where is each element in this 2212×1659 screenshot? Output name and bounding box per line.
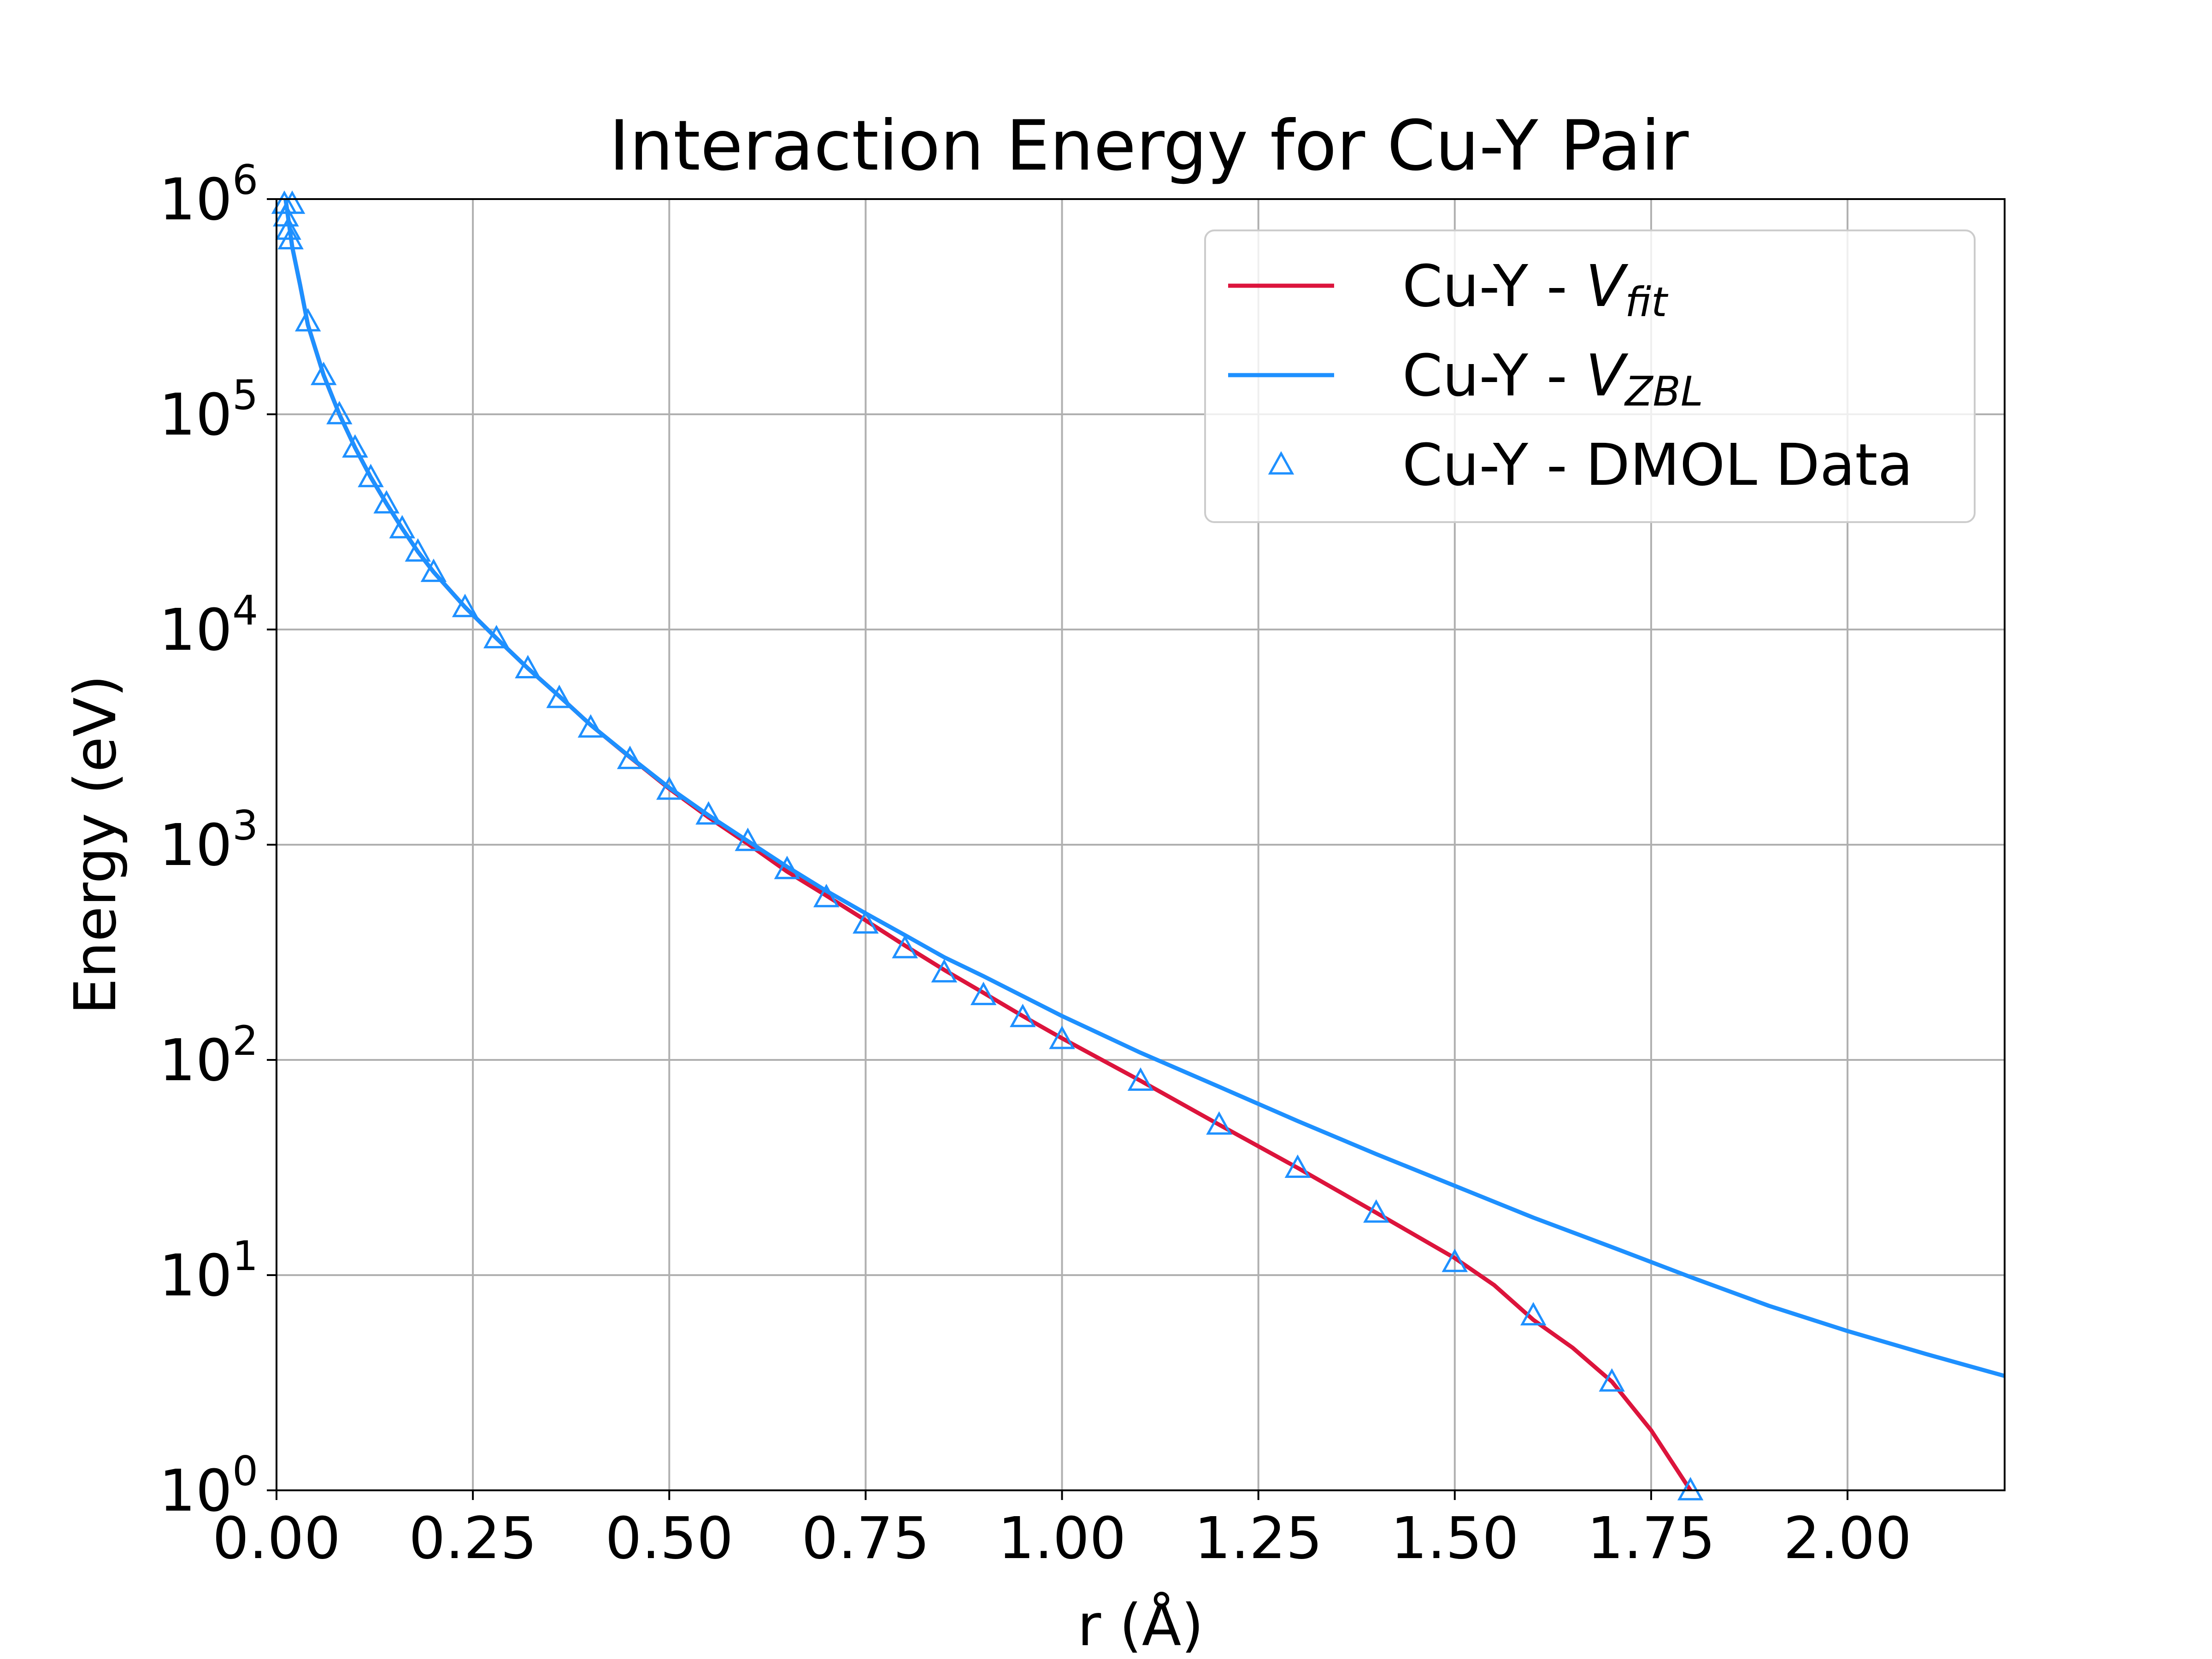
legend-label: Cu-Y - VZBL	[1402, 342, 1703, 415]
y-tick-label: 100	[159, 1447, 258, 1524]
y-tick-label: 106	[159, 156, 258, 233]
data-point-dmol	[311, 361, 337, 385]
data-point-dmol	[1520, 1302, 1547, 1326]
data-point-dmol	[420, 559, 447, 582]
data-point-dmol	[405, 538, 431, 562]
data-point-dmol	[373, 490, 400, 514]
x-tick-label: 0.50	[605, 1505, 733, 1572]
data-point-dmol	[1677, 1477, 1704, 1500]
data-point-dmol	[1127, 1067, 1154, 1091]
data-point-dmol	[294, 308, 321, 332]
data-point-dmol	[774, 855, 800, 879]
data-point-dmol	[1010, 1004, 1036, 1027]
data-point-dmol	[577, 714, 604, 738]
data-point-dmol	[275, 216, 301, 240]
data-point-dmol	[853, 910, 879, 934]
data-point-dmol	[342, 434, 368, 458]
legend: Cu-Y - Vfit Cu-Y - VZBL Cu-Y - DMOL Data	[1204, 229, 1976, 523]
y-tick-label: 105	[159, 371, 258, 448]
x-tick-label: 1.25	[1194, 1505, 1323, 1572]
legend-label: Cu-Y - Vfit	[1402, 253, 1669, 326]
legend-box	[1204, 229, 1976, 523]
x-tick-label: 0.00	[212, 1505, 341, 1572]
x-tick-label: 1.50	[1391, 1505, 1519, 1572]
x-tick-label: 2.00	[1783, 1505, 1912, 1572]
data-point-dmol	[326, 400, 353, 424]
data-point-dmol	[695, 801, 722, 825]
x-tick-label: 1.00	[998, 1505, 1126, 1572]
legend-swatch	[1268, 451, 1294, 475]
data-point-dmol	[515, 655, 541, 678]
data-point-dmol	[546, 684, 572, 708]
data-point-dmol	[656, 776, 682, 800]
y-axis: 100 101 102 103 104 105 106	[159, 156, 276, 1524]
data-point-dmol	[1049, 1025, 1075, 1049]
marker-layer	[271, 190, 1704, 1500]
data-point-dmol	[389, 515, 415, 539]
data-point-dmol	[279, 190, 306, 214]
x-axis: 0.00 0.25 0.50 0.75 1.00 1.25 1.50 1.75 2.00	[212, 1490, 1912, 1572]
legend-label: Cu-Y - DMOL Data	[1402, 432, 1913, 499]
data-point-dmol	[970, 982, 997, 1006]
data-point-dmol	[1599, 1368, 1625, 1392]
data-point-dmol	[813, 883, 840, 907]
y-tick-label: 102	[159, 1017, 258, 1094]
x-axis-label: r (Å)	[1077, 1592, 1204, 1659]
data-point-dmol	[452, 594, 478, 618]
data-point-dmol	[1284, 1154, 1311, 1178]
x-tick-label: 0.75	[801, 1505, 930, 1572]
data-point-dmol	[1206, 1111, 1232, 1135]
data-point-dmol	[1441, 1248, 1468, 1272]
data-point-dmol	[358, 464, 384, 488]
data-point-dmol	[483, 624, 510, 648]
x-tick-label: 0.25	[409, 1505, 537, 1572]
data-point-dmol	[277, 226, 304, 250]
y-tick-label: 101	[159, 1232, 258, 1309]
data-point-dmol	[931, 959, 958, 982]
data-point-dmol	[735, 827, 761, 851]
y-tick-label: 103	[159, 802, 258, 879]
y-axis-label: Energy (eV)	[62, 675, 129, 1014]
data-point-dmol	[892, 935, 918, 959]
x-tick-label: 1.75	[1587, 1505, 1715, 1572]
data-point-dmol	[273, 203, 299, 227]
data-point-dmol	[617, 746, 643, 769]
chart-title: Interaction Energy for Cu-Y Pair	[609, 106, 1689, 186]
data-point-dmol	[1363, 1199, 1389, 1223]
y-tick-label: 104	[159, 587, 258, 664]
